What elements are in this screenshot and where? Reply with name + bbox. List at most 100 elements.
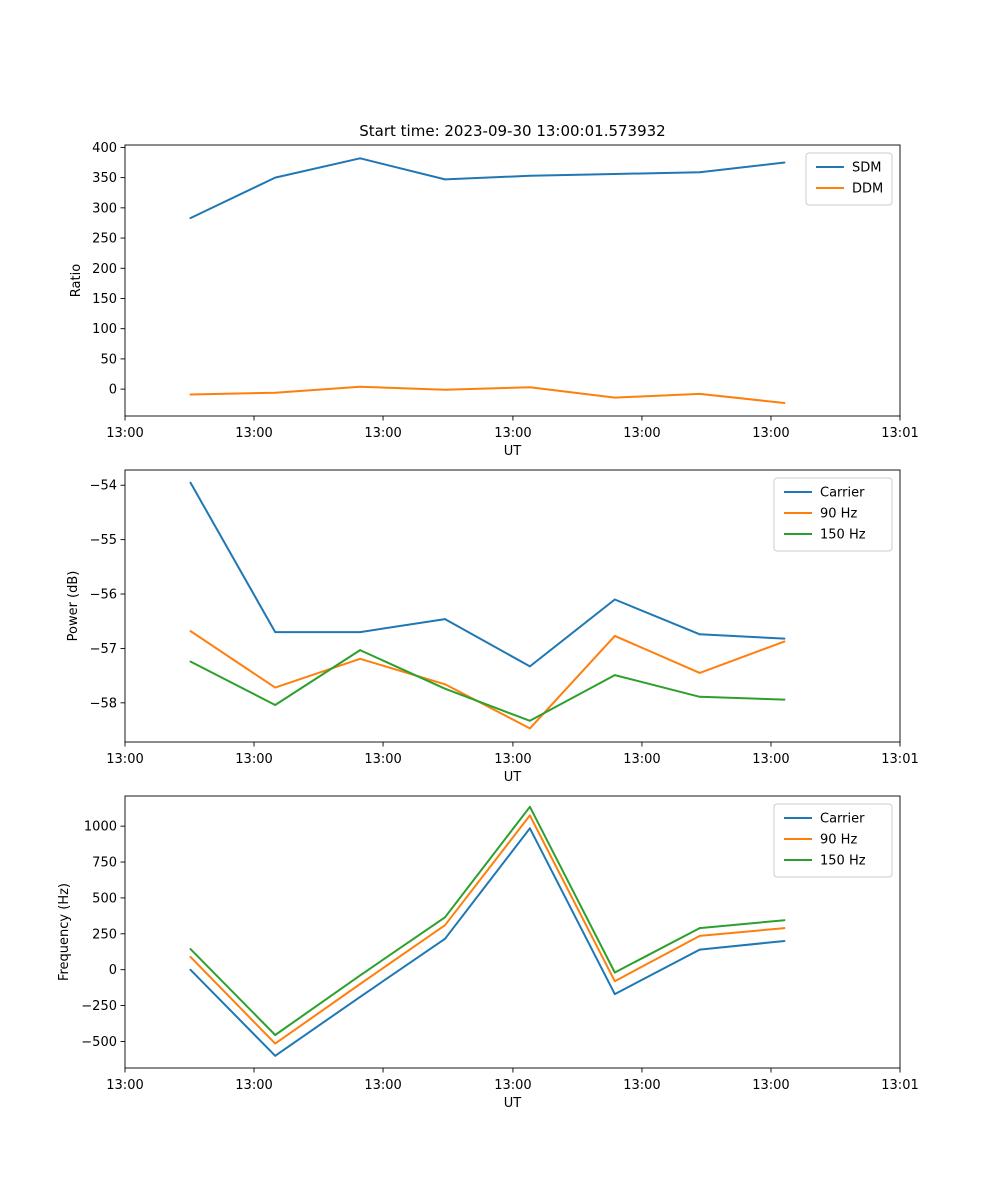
data-point xyxy=(444,916,446,919)
data-point xyxy=(783,698,786,701)
data-point xyxy=(529,719,531,722)
y-tick-label: 300 xyxy=(92,201,117,216)
chart-2: −58 −57 −56 −55 −54 13:00 13:00 13:00 13:00 13:00… xyxy=(66,469,919,785)
legend-label: DDM xyxy=(852,182,883,197)
data-point xyxy=(613,971,616,974)
data-point xyxy=(698,948,701,951)
x-tick-label: 13:00 xyxy=(752,426,789,441)
data-point xyxy=(274,1042,277,1045)
y-tick-label: 0 xyxy=(109,963,117,978)
x-tick-label: 13:01 xyxy=(881,426,918,441)
x-tick-label: 13:00 xyxy=(494,752,531,767)
data-point xyxy=(529,174,531,177)
x-tick-label: 13:00 xyxy=(235,426,272,441)
y-tick-label: −55 xyxy=(90,533,117,548)
chart-title: Start time: 2023-09-30 13:00:01.573932 xyxy=(359,122,665,140)
data-point xyxy=(444,178,446,181)
data-point xyxy=(359,631,362,634)
y-tick-label: 100 xyxy=(92,322,117,337)
data-point xyxy=(189,955,192,958)
y-tick-label: 50 xyxy=(100,352,117,367)
legend: SDM DDM xyxy=(805,152,893,206)
data-point xyxy=(189,630,192,632)
x-tick-label: 13:00 xyxy=(106,752,143,767)
y-tick-label: 400 xyxy=(92,141,117,156)
data-point xyxy=(274,631,277,634)
chart-3: −500 −250 0 250 500 750 1000 13:00 13:00 13:00 13:… xyxy=(57,795,919,1111)
data-point xyxy=(783,927,786,929)
x-tick-label: 13:00 xyxy=(752,1078,789,1093)
data-point xyxy=(613,980,616,983)
series-line-ddm xyxy=(190,385,785,404)
legend-label: 150 Hz xyxy=(820,528,866,543)
data-point xyxy=(189,947,192,950)
data-point xyxy=(529,386,531,389)
data-point xyxy=(529,814,531,817)
y-tick-label: −54 xyxy=(90,479,117,494)
data-point xyxy=(189,968,192,971)
y-tick-label: 250 xyxy=(92,927,117,942)
data-point xyxy=(698,935,701,937)
y-axis-label: Frequency (Hz) xyxy=(57,883,72,981)
y-tick-label: −57 xyxy=(90,642,117,657)
y-tick-label: 250 xyxy=(92,232,117,247)
legend: Carrier 90 Hz 150 Hz xyxy=(773,477,893,552)
data-point xyxy=(783,919,786,922)
data-point xyxy=(274,704,277,706)
series-line-150-hz xyxy=(189,649,785,722)
series-line-90-hz xyxy=(189,814,785,1045)
y-axis-label: Power (dB) xyxy=(66,571,81,642)
data-point xyxy=(613,173,616,175)
y-tick-label: 350 xyxy=(92,171,117,186)
data-point xyxy=(783,161,786,164)
data-point xyxy=(444,924,446,927)
x-tick-label: 13:01 xyxy=(881,752,918,767)
y-tick-label: 500 xyxy=(92,891,117,906)
x-tick-label: 13:00 xyxy=(623,752,660,767)
legend-label: 90 Hz xyxy=(820,833,857,848)
legend-label: 90 Hz xyxy=(820,507,857,522)
x-tick-label: 13:00 xyxy=(494,426,531,441)
data-point xyxy=(189,217,192,220)
data-point xyxy=(359,983,362,985)
x-axis-label: UT xyxy=(504,770,522,785)
x-tick-label: 13:00 xyxy=(494,1078,531,1093)
data-point xyxy=(274,1054,277,1057)
data-point xyxy=(613,674,616,676)
data-point xyxy=(698,695,701,698)
x-tick-label: 13:00 xyxy=(235,1078,272,1093)
data-point xyxy=(613,396,616,399)
data-point xyxy=(698,393,701,395)
x-tick-label: 13:00 xyxy=(235,752,272,767)
data-point xyxy=(189,660,192,663)
series-line-carrier xyxy=(189,827,785,1057)
plot-area-frame xyxy=(124,469,901,743)
data-point xyxy=(359,157,362,160)
data-point xyxy=(359,649,362,651)
x-tick-label: 13:00 xyxy=(623,426,660,441)
data-point xyxy=(274,686,277,689)
data-point xyxy=(359,385,362,388)
data-point xyxy=(274,1034,277,1036)
legend-label: SDM xyxy=(852,161,881,176)
data-point xyxy=(529,805,531,808)
data-point xyxy=(189,481,192,484)
data-point xyxy=(613,598,616,601)
y-tick-label: −58 xyxy=(90,696,117,711)
data-point xyxy=(189,393,192,396)
x-tick-label: 13:00 xyxy=(623,1078,660,1093)
y-tick-label: −500 xyxy=(81,1035,117,1050)
y-tick-label: 750 xyxy=(92,856,117,871)
plot-area-frame xyxy=(124,144,901,417)
series-line-90-hz xyxy=(189,630,785,730)
x-axis-label: UT xyxy=(504,1096,522,1111)
x-tick-label: 13:01 xyxy=(881,1078,918,1093)
series-line-sdm xyxy=(189,157,785,220)
data-point xyxy=(698,672,701,674)
data-point xyxy=(529,665,531,668)
data-point xyxy=(783,940,786,942)
data-point xyxy=(698,633,701,636)
data-point xyxy=(698,171,701,174)
x-tick-label: 13:00 xyxy=(752,752,789,767)
